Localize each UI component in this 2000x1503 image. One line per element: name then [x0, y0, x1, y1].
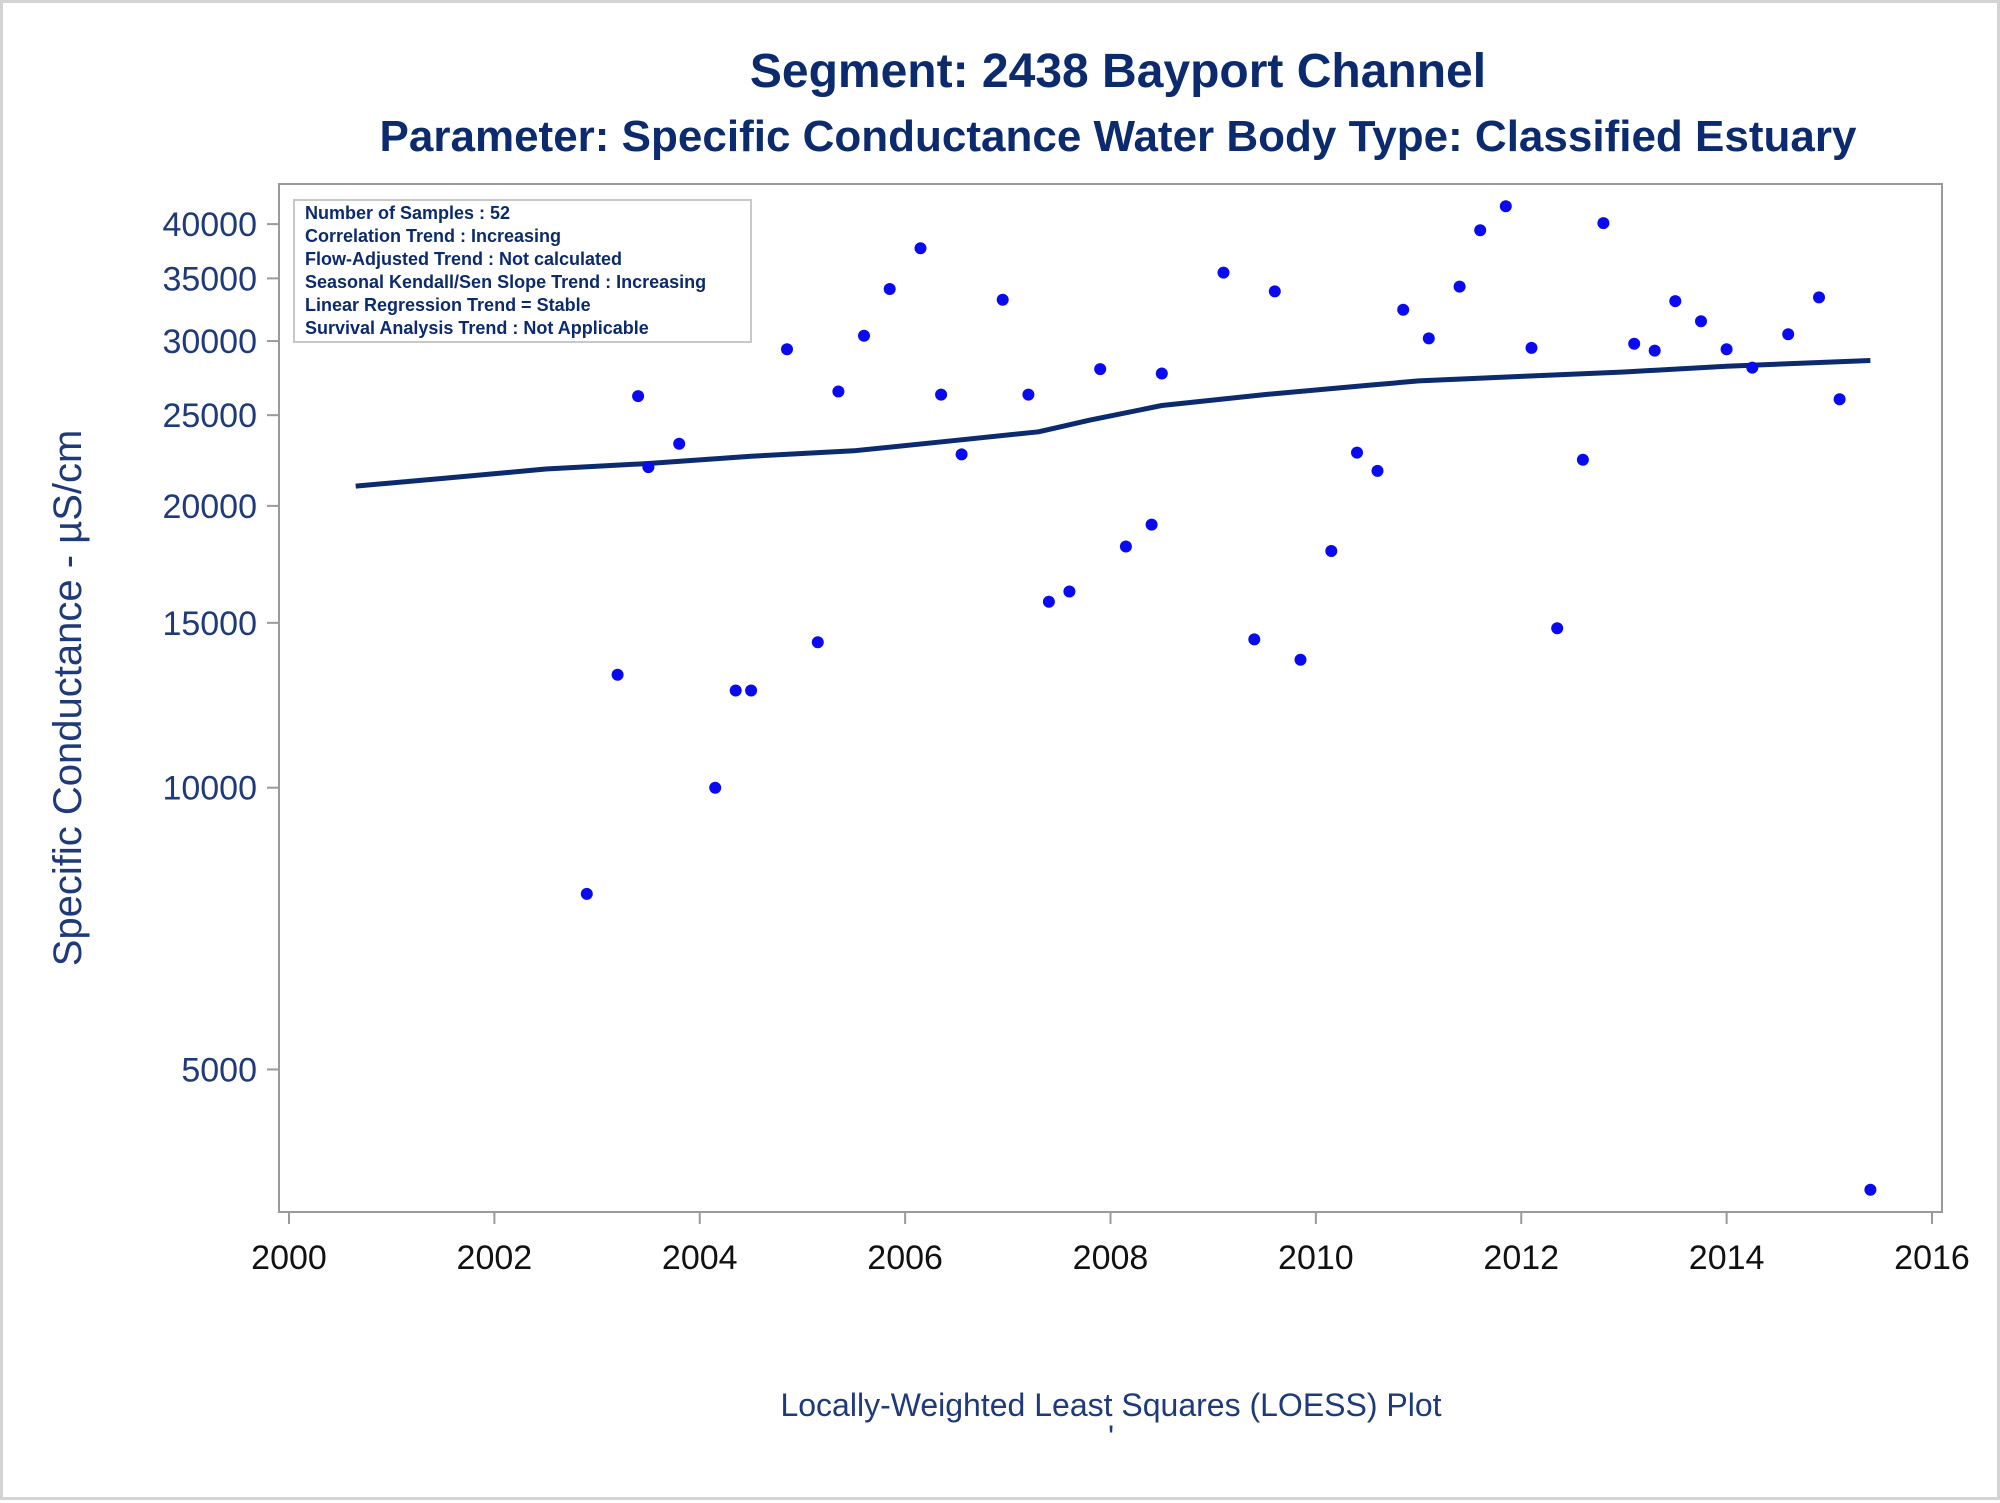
y-axis: 5000 10000 15000 20000 25000 30000 35000 40000 — [162, 206, 279, 1089]
data-point — [1119, 540, 1132, 553]
data-point — [781, 343, 793, 356]
data-point — [1351, 446, 1363, 459]
data-point — [914, 242, 927, 255]
x-tick-label: 2016 — [1894, 1239, 1970, 1277]
data-point — [1397, 303, 1410, 316]
data-point — [1325, 545, 1338, 557]
x-tick-label: 2008 — [1073, 1239, 1149, 1277]
data-point — [832, 385, 845, 398]
y-tick-label: 10000 — [162, 770, 257, 808]
data-point — [1551, 622, 1564, 635]
data-point — [745, 684, 758, 697]
stats-linear-regression-trend: Linear Regression Trend = Stable — [305, 295, 591, 315]
data-point — [673, 437, 686, 450]
data-point — [1094, 363, 1107, 376]
x-axis: 2000 2002 2004 2006 2008 2010 2012 2014 2016 — [251, 1212, 1970, 1277]
data-point — [1422, 332, 1435, 345]
data-point — [1669, 295, 1682, 308]
y-axis-label: Specific Conductance - µS/cm — [46, 430, 90, 967]
data-point — [1453, 280, 1466, 293]
stats-correlation-trend: Correlation Trend : Increasing — [305, 226, 561, 246]
stats-survival-analysis-trend: Survival Analysis Trend : Not Applicable — [305, 318, 649, 338]
data-point — [1371, 464, 1384, 477]
data-point — [1217, 266, 1230, 279]
chart-title: Segment: 2438 Bayport Channel — [750, 45, 1486, 98]
data-point — [883, 283, 896, 295]
stats-samples: Number of Samples : 52 — [305, 203, 510, 223]
footnote: Locally-Weighted Least Squares (LOESS) P… — [780, 1387, 1441, 1423]
footnote-mark: ' — [1108, 1419, 1114, 1455]
data-point — [811, 636, 824, 649]
data-point — [1628, 337, 1641, 350]
data-point — [1648, 344, 1661, 357]
stats-flow-adjusted-trend: Flow-Adjusted Trend : Not calculated — [305, 249, 622, 269]
data-point — [1782, 328, 1795, 341]
data-points-layer — [349, 200, 1877, 1196]
data-point — [642, 461, 655, 474]
data-point — [1248, 633, 1261, 646]
data-point — [1813, 291, 1825, 304]
x-tick-label: 2002 — [457, 1239, 533, 1277]
y-tick-label: 35000 — [162, 260, 257, 298]
data-point — [996, 293, 1009, 306]
stats-box: Number of Samples : 52 Correlation Trend… — [293, 199, 752, 343]
data-point — [1145, 518, 1158, 531]
data-point — [1597, 217, 1610, 230]
x-tick-label: 2010 — [1278, 1239, 1354, 1277]
data-point — [858, 329, 870, 342]
data-point — [935, 388, 948, 401]
y-tick-label: 15000 — [162, 605, 257, 643]
stats-box-frame — [293, 199, 752, 343]
data-point — [709, 781, 722, 794]
data-point — [1720, 343, 1733, 356]
data-point — [1833, 393, 1846, 406]
chart-canvas: Segment: 2438 Bayport Channel Parameter:… — [46, 45, 1970, 1455]
data-point — [1063, 585, 1076, 598]
y-tick-label: 20000 — [162, 488, 257, 526]
loess-trend-line — [355, 358, 1871, 489]
chart-subtitle: Parameter: Specific Conductance Water Bo… — [380, 112, 1857, 161]
stats-seasonal-kendall-trend: Seasonal Kendall/Sen Slope Trend : Incre… — [305, 272, 706, 292]
data-point — [1499, 200, 1512, 213]
x-tick-label: 2014 — [1689, 1239, 1765, 1277]
data-point — [1525, 341, 1538, 354]
x-tick-label: 2006 — [867, 1239, 943, 1277]
y-tick-label: 40000 — [162, 206, 257, 244]
data-point — [580, 887, 593, 900]
y-tick-label: 30000 — [162, 323, 257, 361]
x-tick-label: 2000 — [251, 1239, 327, 1277]
data-point — [1268, 285, 1281, 298]
x-tick-label: 2004 — [662, 1239, 738, 1277]
data-point — [1695, 315, 1707, 328]
data-point — [1474, 224, 1487, 237]
data-point — [1155, 367, 1168, 380]
data-point — [611, 668, 624, 681]
loess-line-layer — [355, 358, 1871, 489]
data-point — [1294, 653, 1307, 666]
y-tick-label: 5000 — [181, 1051, 257, 1089]
data-point — [1576, 453, 1589, 466]
data-point — [1022, 388, 1035, 401]
data-point — [1042, 595, 1055, 608]
data-point — [1746, 361, 1759, 374]
data-point — [729, 684, 742, 697]
y-tick-label: 25000 — [162, 397, 257, 435]
data-point — [955, 448, 968, 461]
x-tick-label: 2012 — [1483, 1239, 1559, 1277]
data-point — [1864, 1183, 1877, 1196]
data-point — [632, 390, 645, 403]
